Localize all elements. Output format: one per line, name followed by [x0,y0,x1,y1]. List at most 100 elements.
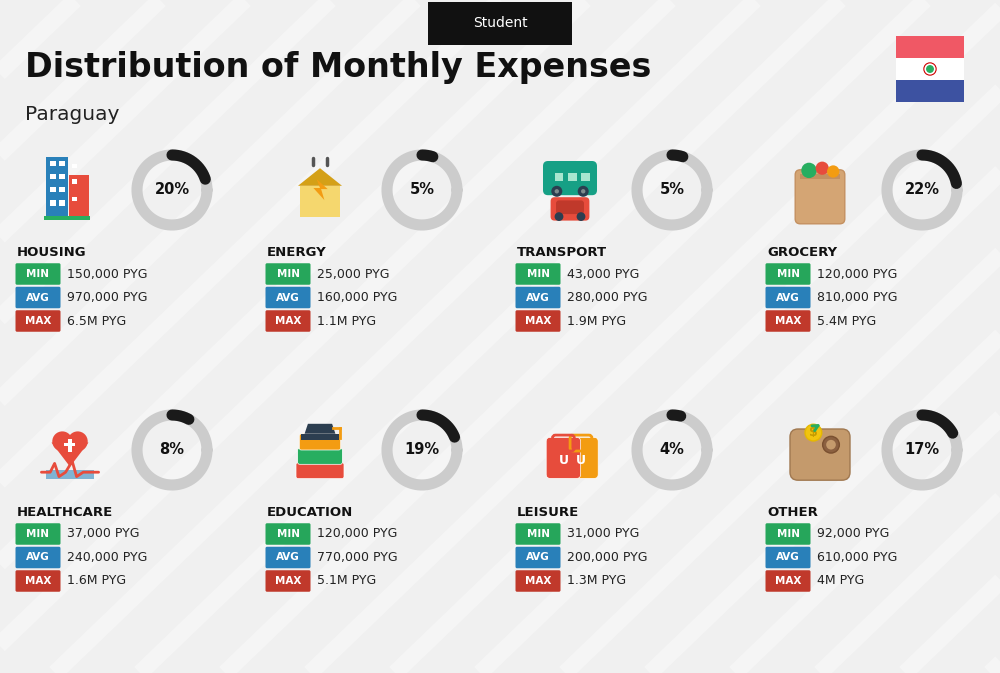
Text: 1.6M PYG: 1.6M PYG [67,575,126,588]
Text: MAX: MAX [525,316,551,326]
FancyBboxPatch shape [266,546,310,568]
Text: 5%: 5% [410,182,435,197]
Circle shape [816,162,829,175]
Bar [59,187,64,192]
Text: 20%: 20% [154,182,190,197]
Text: 1.1M PYG: 1.1M PYG [317,314,376,328]
FancyBboxPatch shape [516,287,560,308]
Text: MAX: MAX [25,316,51,326]
FancyBboxPatch shape [766,570,810,592]
Circle shape [555,212,563,221]
Polygon shape [298,168,342,186]
FancyBboxPatch shape [516,546,560,568]
FancyBboxPatch shape [766,310,810,332]
FancyBboxPatch shape [266,570,310,592]
Text: 37,000 PYG: 37,000 PYG [67,528,140,540]
FancyBboxPatch shape [15,310,60,332]
FancyBboxPatch shape [551,197,589,221]
Polygon shape [305,424,335,433]
Text: 120,000 PYG: 120,000 PYG [317,528,397,540]
FancyBboxPatch shape [266,523,310,544]
Bar [72,179,77,184]
Text: MIN: MIN [26,269,49,279]
FancyBboxPatch shape [15,546,60,568]
FancyBboxPatch shape [428,1,572,44]
Text: 1.9M PYG: 1.9M PYG [567,314,626,328]
FancyBboxPatch shape [266,310,310,332]
Bar [896,36,964,58]
Text: GROCERY: GROCERY [767,246,837,259]
Text: 92,000 PYG: 92,000 PYG [817,528,889,540]
FancyBboxPatch shape [790,429,850,481]
Text: 19%: 19% [404,443,440,458]
Bar [301,433,339,440]
Text: MAX: MAX [275,576,301,586]
Bar [896,58,964,80]
FancyBboxPatch shape [296,462,344,479]
Text: 31,000 PYG: 31,000 PYG [567,528,639,540]
Circle shape [68,431,88,452]
Bar [68,439,72,452]
FancyBboxPatch shape [516,310,560,332]
Text: MAX: MAX [25,576,51,586]
Circle shape [926,65,934,73]
Text: 150,000 PYG: 150,000 PYG [67,267,148,281]
FancyBboxPatch shape [564,437,598,479]
Text: MIN: MIN [526,529,550,539]
Bar [72,164,77,168]
FancyBboxPatch shape [766,263,810,285]
FancyBboxPatch shape [766,523,810,544]
Text: 4M PYG: 4M PYG [817,575,864,588]
Text: ENERGY: ENERGY [267,246,327,259]
Text: MIN: MIN [26,529,49,539]
Bar [59,174,64,179]
Bar [581,172,590,182]
Text: MAX: MAX [775,576,801,586]
FancyBboxPatch shape [556,201,584,214]
Text: MAX: MAX [525,576,551,586]
Text: 160,000 PYG: 160,000 PYG [317,291,397,304]
FancyBboxPatch shape [299,434,341,450]
Circle shape [578,186,589,197]
Circle shape [577,212,585,221]
Bar [555,172,563,182]
FancyBboxPatch shape [546,437,581,479]
Text: AVG: AVG [526,553,550,563]
Text: HEALTHCARE: HEALTHCARE [17,506,113,519]
Text: 120,000 PYG: 120,000 PYG [817,267,897,281]
Polygon shape [52,443,88,466]
Circle shape [581,189,585,194]
Text: 200,000 PYG: 200,000 PYG [567,551,648,564]
Polygon shape [46,470,94,479]
Text: 17%: 17% [904,443,940,458]
Text: EDUCATION: EDUCATION [267,506,353,519]
Circle shape [805,424,822,441]
Circle shape [823,436,839,453]
Text: 5.1M PYG: 5.1M PYG [317,575,376,588]
FancyBboxPatch shape [15,263,60,285]
Text: U: U [576,454,586,466]
Text: 4%: 4% [660,443,684,458]
Text: 280,000 PYG: 280,000 PYG [567,291,648,304]
Text: AVG: AVG [776,553,800,563]
Text: AVG: AVG [26,293,50,302]
Text: 5%: 5% [660,182,684,197]
Text: MAX: MAX [275,316,301,326]
Text: 25,000 PYG: 25,000 PYG [317,267,390,281]
FancyBboxPatch shape [766,287,810,308]
Text: AVG: AVG [776,293,800,302]
Text: TRANSPORT: TRANSPORT [517,246,607,259]
Circle shape [826,440,836,450]
Bar [69,175,89,219]
Text: HOUSING: HOUSING [17,246,87,259]
Circle shape [827,166,839,178]
Text: MIN: MIN [777,269,800,279]
Text: MIN: MIN [526,269,550,279]
Text: 970,000 PYG: 970,000 PYG [67,291,148,304]
Bar [50,187,56,192]
Text: MIN: MIN [276,269,300,279]
FancyBboxPatch shape [266,287,310,308]
Text: 610,000 PYG: 610,000 PYG [817,551,897,564]
Bar [300,186,340,217]
Bar [59,160,64,166]
